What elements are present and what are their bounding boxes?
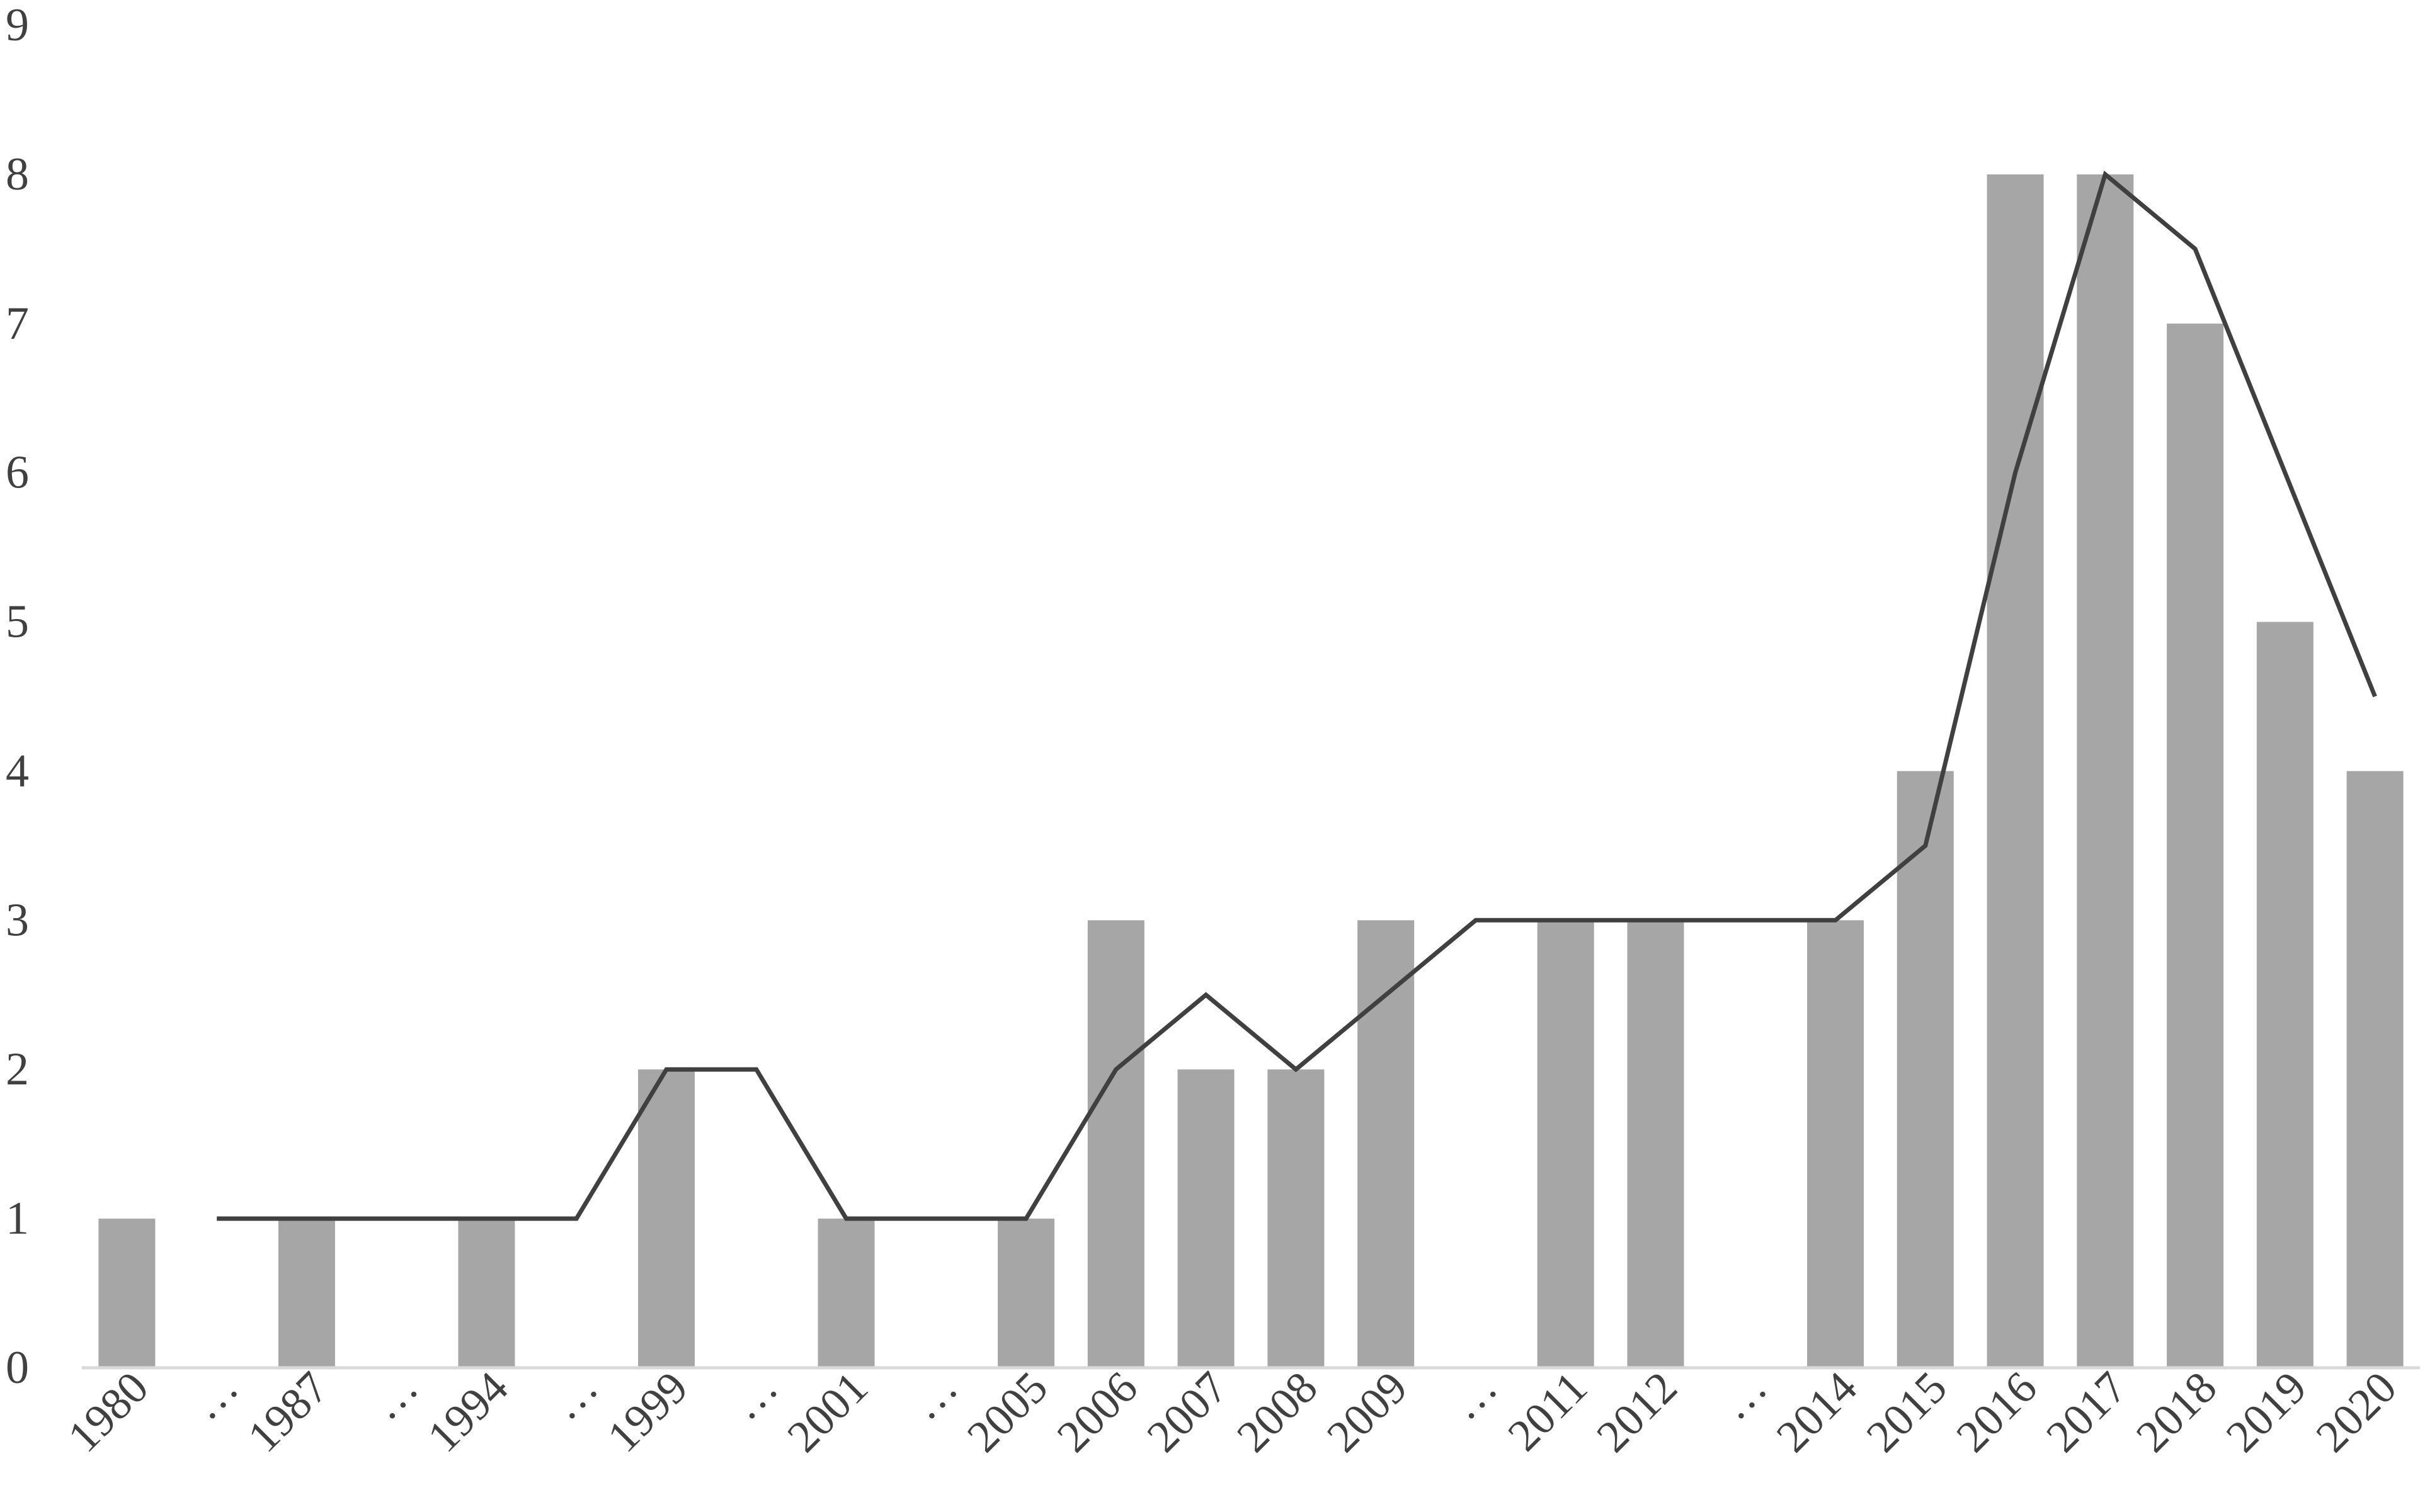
bar: [1177, 1069, 1235, 1368]
y-tick-label: 5: [6, 596, 29, 648]
trend-line: [217, 170, 2377, 1221]
bar: [1897, 771, 1954, 1368]
bar-series: [98, 174, 2404, 1368]
x-tick-label: …: [180, 1362, 248, 1430]
x-tick-label: 2020: [2307, 1362, 2406, 1462]
y-tick-label: 6: [6, 447, 29, 499]
x-tick-label: 2018: [2126, 1362, 2226, 1462]
x-tick-label: 2015: [1857, 1362, 1956, 1462]
y-axis-ticks: 0 1 2 3 4 5 6 7 8 9: [6, 0, 29, 1394]
y-tick-label: 1: [6, 1193, 29, 1244]
x-tick-label: 2019: [2217, 1362, 2316, 1462]
x-tick-label: 2001: [777, 1362, 877, 1462]
bar: [98, 1219, 156, 1368]
bar: [1807, 920, 1864, 1368]
x-tick-label: 2008: [1227, 1362, 1327, 1462]
x-tick-label: 2009: [1317, 1362, 1417, 1462]
bar: [818, 1219, 875, 1368]
line-series: [217, 170, 2377, 1221]
x-tick-label: …: [1439, 1362, 1507, 1430]
x-tick-label: …: [540, 1362, 607, 1430]
y-tick-label: 0: [6, 1342, 29, 1394]
y-tick-label: 9: [6, 0, 29, 51]
bar: [2077, 174, 2134, 1368]
x-tick-label: …: [360, 1362, 428, 1430]
x-tick-label: 2005: [957, 1362, 1057, 1462]
x-tick-label: 1994: [418, 1362, 517, 1462]
y-tick-label: 8: [6, 149, 29, 200]
x-tick-label: 2017: [2036, 1362, 2136, 1462]
x-tick-label: …: [1709, 1362, 1776, 1430]
bar: [1537, 920, 1594, 1368]
y-tick-label: 7: [6, 298, 29, 350]
x-tick-label: 2012: [1587, 1362, 1686, 1462]
x-tick-label: 2007: [1138, 1362, 1237, 1462]
bar: [2167, 323, 2224, 1368]
x-tick-label: 2006: [1047, 1362, 1147, 1462]
x-tick-label: 1980: [58, 1362, 157, 1462]
bar: [458, 1219, 515, 1368]
x-tick-label: 2016: [1946, 1362, 2046, 1462]
bar: [1627, 920, 1684, 1368]
x-tick-label: 1999: [598, 1362, 697, 1462]
x-tick-label: 1987: [238, 1362, 338, 1462]
bar: [998, 1219, 1055, 1368]
x-tick-label: …: [899, 1362, 967, 1430]
x-axis-ticks: 1980 …1987 …1994 …1999 …2001 …200520062007200…: [58, 1362, 2406, 1462]
bar: [278, 1219, 335, 1368]
bar: [1357, 920, 1415, 1368]
x-tick-label: 2011: [1498, 1362, 1597, 1461]
bar: [1987, 174, 2044, 1368]
bar: [2256, 622, 2314, 1368]
bar: [1087, 920, 1144, 1368]
bar: [638, 1069, 695, 1368]
x-tick-label: …: [720, 1362, 787, 1430]
y-tick-label: 2: [6, 1043, 29, 1095]
bar: [2346, 771, 2404, 1368]
y-tick-label: 3: [6, 894, 29, 946]
x-tick-label: 2014: [1767, 1362, 1866, 1462]
y-tick-label: 4: [6, 745, 29, 797]
bar: [1267, 1069, 1325, 1368]
